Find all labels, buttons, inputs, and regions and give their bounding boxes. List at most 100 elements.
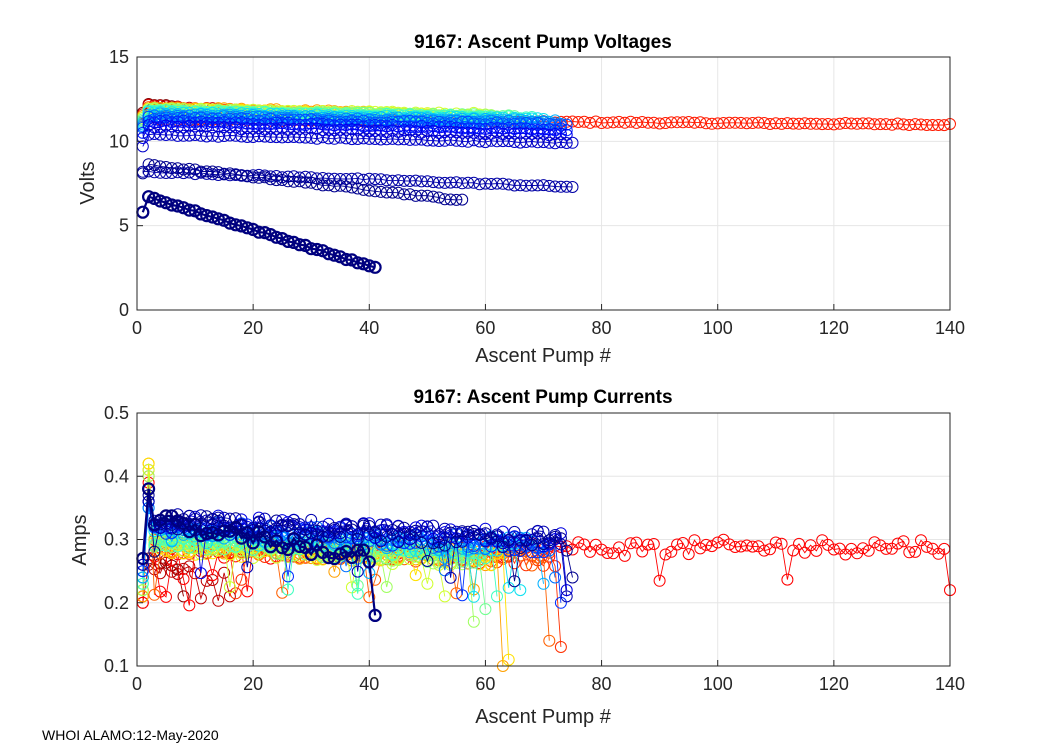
data-point — [369, 185, 382, 198]
data-point — [415, 133, 428, 146]
data-point — [485, 127, 498, 140]
data-point — [223, 112, 236, 125]
data-point — [287, 131, 300, 143]
data-point — [479, 603, 492, 616]
data-point — [421, 520, 434, 533]
data-point — [514, 542, 527, 554]
data-point — [775, 117, 788, 130]
data-point — [444, 571, 457, 584]
data-point — [723, 116, 736, 129]
data-point — [194, 129, 207, 142]
data-point — [618, 549, 631, 562]
data-point — [578, 115, 591, 128]
data-point — [356, 257, 371, 271]
data-point — [624, 537, 637, 550]
data-point — [322, 247, 336, 261]
current-y-tick-label: 0.2 — [104, 593, 129, 613]
data-point — [189, 120, 202, 133]
data-point — [252, 516, 265, 529]
data-point — [340, 132, 353, 145]
data-point — [467, 134, 480, 147]
data-point — [398, 174, 411, 187]
data-point — [467, 126, 480, 139]
data-point — [171, 166, 184, 179]
voltage-series-profile-1 — [136, 190, 382, 274]
voltage-y-axis-label: Volts — [77, 161, 99, 204]
data-point — [276, 586, 289, 599]
data-point — [212, 169, 225, 181]
data-point — [450, 193, 463, 206]
data-point — [421, 189, 434, 202]
data-point — [293, 539, 307, 554]
data-point — [549, 180, 562, 193]
data-point — [148, 588, 161, 601]
data-point — [398, 133, 411, 146]
data-point — [328, 124, 341, 137]
data-point — [740, 539, 753, 552]
data-point — [891, 537, 904, 550]
data-point — [705, 117, 718, 130]
data-point — [450, 176, 463, 189]
data-point — [357, 173, 370, 186]
data-point — [183, 162, 196, 175]
data-point — [688, 534, 701, 547]
data-point — [299, 529, 312, 542]
data-point — [444, 193, 457, 206]
data-point — [793, 537, 805, 550]
data-point — [653, 574, 666, 587]
data-point — [200, 209, 214, 223]
data-point — [438, 176, 451, 189]
data-point — [351, 123, 364, 136]
data-point — [235, 169, 248, 182]
data-point — [165, 120, 178, 133]
data-point — [229, 218, 243, 232]
data-point — [386, 132, 399, 145]
data-point — [462, 525, 474, 538]
data-point — [165, 565, 178, 578]
data-point — [427, 519, 440, 532]
data-point — [392, 174, 405, 187]
data-point — [456, 126, 469, 139]
data-point — [258, 130, 271, 143]
data-point — [160, 590, 172, 603]
data-point — [200, 130, 213, 143]
voltage-x-tick-label: 120 — [819, 318, 849, 338]
data-point — [345, 520, 358, 533]
data-point — [438, 551, 451, 564]
data-point — [473, 178, 486, 191]
data-point — [258, 171, 271, 184]
data-point — [874, 118, 887, 131]
data-point — [386, 174, 399, 187]
data-point — [456, 589, 469, 602]
data-point — [305, 131, 318, 144]
data-point — [258, 123, 271, 136]
data-point — [200, 165, 213, 178]
data-point — [793, 117, 805, 130]
data-point — [334, 173, 347, 185]
data-point — [357, 183, 370, 196]
data-point — [572, 536, 585, 549]
data-point — [572, 116, 585, 128]
data-point — [299, 176, 312, 189]
voltage-x-tick-label: 0 — [132, 318, 142, 338]
data-point — [183, 599, 196, 612]
data-point — [525, 127, 538, 140]
data-point — [549, 530, 562, 543]
data-point — [351, 587, 364, 600]
data-point — [537, 538, 550, 550]
data-point — [508, 557, 521, 570]
current-x-axis-label: Ascent Pump # — [475, 706, 612, 728]
data-point — [613, 115, 625, 128]
data-point — [601, 547, 614, 559]
data-point — [159, 196, 173, 210]
data-point — [839, 117, 852, 129]
data-point — [665, 545, 678, 558]
voltage-x-axis-label: Ascent Pump # — [475, 345, 612, 367]
data-point — [171, 112, 184, 124]
data-point — [206, 512, 219, 525]
data-point — [252, 171, 265, 184]
data-point — [496, 537, 509, 550]
data-point — [357, 124, 370, 137]
data-point — [153, 194, 167, 208]
data-point — [246, 536, 260, 550]
